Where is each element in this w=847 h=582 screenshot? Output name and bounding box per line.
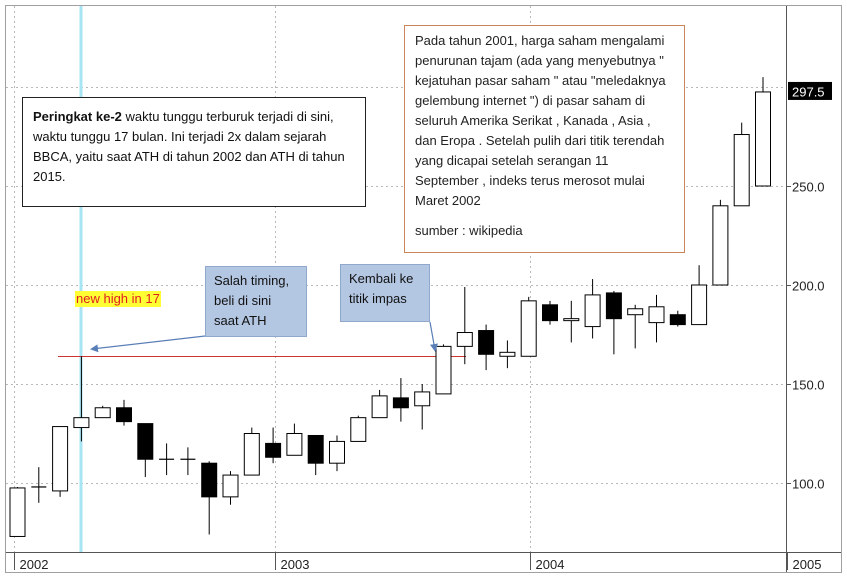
- candle: [520, 296, 537, 357]
- rank-annotation-text: waktu tunggu terburuk terjadi di sini, w…: [33, 109, 345, 184]
- candle: [691, 265, 708, 326]
- candle-body: [94, 407, 111, 419]
- new-high-label: new high in 17: [75, 291, 161, 307]
- candle-body: [627, 308, 644, 316]
- candle-body: [73, 417, 90, 429]
- candle-body: [520, 300, 537, 357]
- candle-body: [456, 332, 473, 347]
- candle-body: [392, 397, 409, 409]
- last-price-tag: 297.5: [788, 81, 832, 100]
- candle: [94, 405, 111, 419]
- last-price-background: [788, 81, 832, 100]
- candle: [669, 310, 686, 327]
- x-tick-label: 2004: [536, 557, 565, 572]
- candle-body: [265, 442, 282, 458]
- candle-body: [499, 351, 516, 357]
- candle: [265, 427, 282, 464]
- x-tick-label: 2002: [20, 557, 49, 572]
- candle-body: [201, 462, 218, 498]
- wikipedia-source: sumber : wikipedia: [415, 223, 523, 238]
- candle: [733, 122, 750, 207]
- candle-body: [307, 434, 324, 464]
- candle-body: [52, 426, 69, 492]
- candle: [435, 344, 452, 395]
- candle-body: [712, 205, 729, 286]
- wikipedia-annotation: Pada tahun 2001, harga saham mengalami p…: [404, 25, 685, 253]
- candle: [627, 304, 644, 349]
- candle-body: [243, 433, 260, 476]
- candle-body: [435, 345, 452, 395]
- candle-body: [755, 91, 771, 187]
- candle-body: [222, 474, 239, 498]
- candle-body: [116, 407, 132, 423]
- candle-body: [371, 395, 388, 419]
- arrows: [90, 321, 438, 353]
- y-tick-label: 150.0: [792, 378, 825, 393]
- rank-annotation: Peringkat ke-2 waktu tunggu terburuk ter…: [22, 97, 366, 207]
- candle: [414, 384, 431, 430]
- y-axis-ticks: 100.0 150.0 200.0 250.0: [786, 180, 825, 492]
- candle: [222, 471, 239, 505]
- candle: [755, 77, 771, 187]
- candle: [499, 340, 516, 369]
- candle-body: [563, 318, 580, 322]
- candle-body: [584, 294, 601, 328]
- breakeven-note: Kembali ke titik impas: [340, 264, 430, 322]
- candle: [712, 199, 729, 286]
- candle-body: [286, 433, 303, 456]
- last-price-label: 297.5: [792, 84, 825, 99]
- candle: [307, 434, 324, 476]
- candle: [73, 356, 90, 442]
- candle: [584, 279, 601, 339]
- candle: [9, 486, 26, 537]
- x-tick-label: 2003: [281, 557, 310, 572]
- x-tick-label: 2005: [793, 557, 822, 572]
- candle: [201, 461, 218, 535]
- candle: [52, 426, 69, 497]
- candle: [116, 399, 132, 426]
- candle: [478, 324, 495, 371]
- candle: [159, 443, 175, 476]
- candle: [243, 427, 260, 476]
- candle: [137, 423, 154, 478]
- candle: [180, 447, 196, 476]
- candle: [605, 290, 622, 355]
- candle-body: [605, 292, 622, 320]
- candle: [286, 423, 303, 456]
- candle: [648, 294, 665, 343]
- arrow-to-ath: [90, 335, 206, 353]
- candle: [350, 415, 367, 442]
- candle: [542, 300, 558, 325]
- candle-body: [329, 440, 345, 464]
- candle: [329, 435, 345, 472]
- candle: [31, 467, 47, 503]
- candle-body: [733, 134, 750, 207]
- candle-body: [691, 284, 708, 326]
- candle: [392, 378, 409, 422]
- candle-body: [478, 330, 495, 355]
- x-axis-ticks: 2002 2003 2004 2005: [14, 552, 822, 572]
- candle: [371, 389, 388, 419]
- salah-timing-note: Salah timing, beli di sini saat ATH: [205, 266, 307, 337]
- rank-annotation-bold: Peringkat ke-2: [33, 109, 122, 124]
- candle-body: [414, 391, 431, 407]
- y-tick-label: 100.0: [792, 477, 825, 492]
- candle-body: [350, 417, 367, 442]
- candle-body: [542, 304, 558, 322]
- candle-body: [137, 423, 154, 460]
- candle-body: [9, 487, 26, 537]
- candle: [563, 300, 580, 343]
- candle-body: [669, 314, 686, 326]
- y-tick-label: 250.0: [792, 180, 825, 195]
- wikipedia-annotation-text: Pada tahun 2001, harga saham mengalami p…: [415, 33, 666, 208]
- candle: [456, 286, 473, 365]
- candles: [9, 77, 771, 537]
- candle-body: [648, 306, 665, 324]
- y-tick-label: 200.0: [792, 279, 825, 294]
- arrow-to-breakeven: [429, 321, 438, 352]
